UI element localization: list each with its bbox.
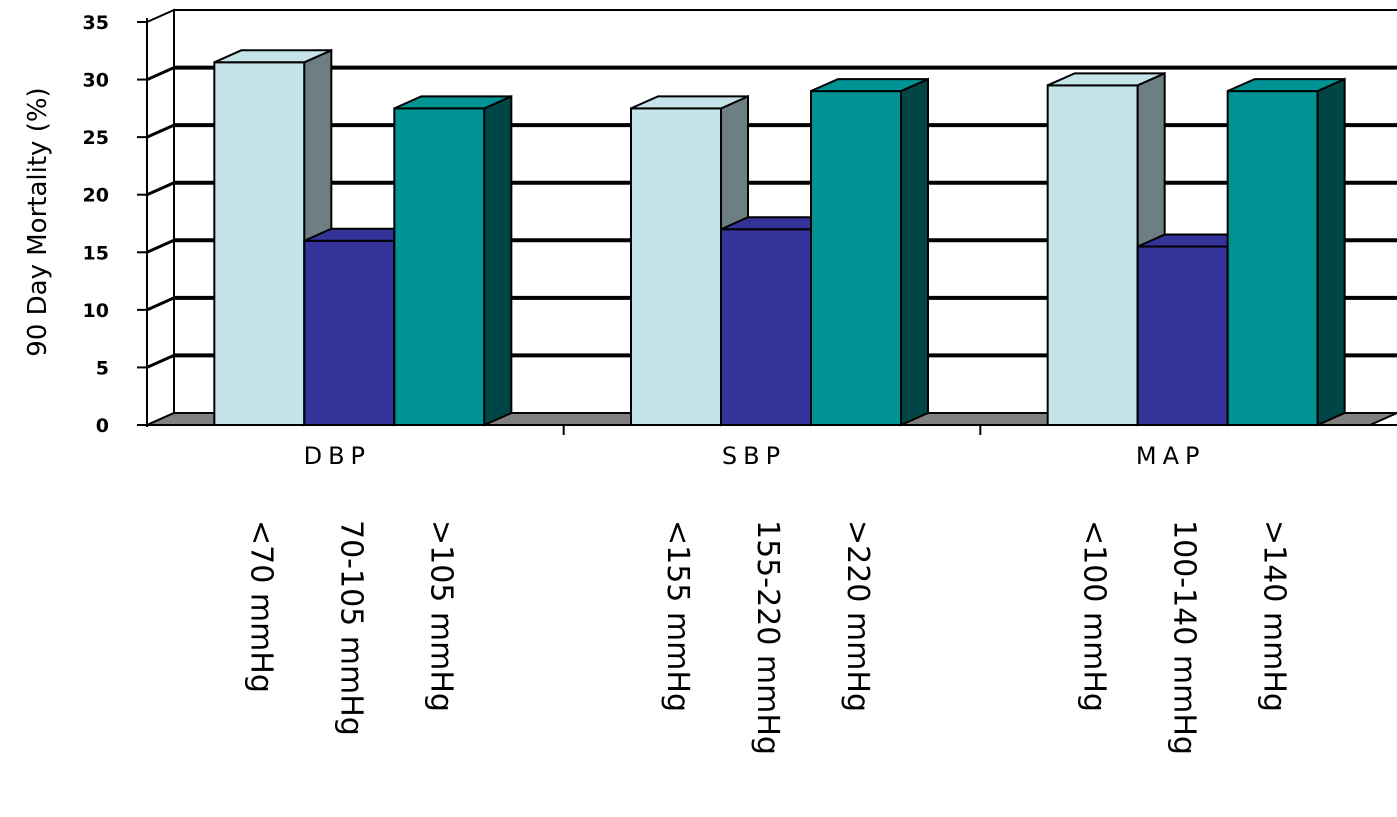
gridline-side	[146, 238, 175, 254]
category-label: MAP	[1136, 442, 1206, 470]
range-label: >105 mmHg	[423, 520, 458, 712]
bar-top	[1047, 72, 1166, 87]
category-label: SBP	[722, 442, 786, 470]
range-label: <70 mmHg	[243, 520, 278, 693]
bars	[213, 48, 1346, 427]
bar-front	[810, 90, 902, 426]
y-axis-title: 90 Day Mortality (%)	[23, 87, 53, 356]
bar-front	[1046, 84, 1139, 426]
gridline-side	[146, 66, 175, 81]
y-tick-label: 5	[96, 357, 109, 379]
range-label: 70-105 mmHg	[333, 520, 368, 736]
bar-top	[393, 95, 512, 110]
bar-top	[810, 78, 929, 93]
bar-front	[630, 107, 722, 426]
bar-top	[1227, 78, 1346, 93]
y-tick-label: 10	[83, 300, 109, 322]
range-label: 100-140 mmHg	[1167, 520, 1202, 755]
range-label: >140 mmHg	[1257, 520, 1292, 712]
y-tick-label: 25	[83, 127, 109, 149]
y-tick-label: 15	[83, 242, 109, 264]
bar-side	[483, 94, 513, 427]
range-label: 155-220 mmHg	[750, 520, 785, 755]
bar-side	[900, 77, 929, 427]
gridline-side	[146, 354, 175, 369]
bar-side	[1316, 77, 1346, 427]
gridline-side	[146, 123, 175, 139]
range-label: <155 mmHg	[660, 520, 695, 712]
bar-top	[213, 49, 332, 64]
labels: 0 5 10 15 20 25 30 35 <70 mmHg 70-105 mmHg >105 mm…	[23, 12, 1292, 755]
gridline-side	[146, 181, 175, 197]
y-tick-label: 20	[83, 185, 109, 207]
range-label: >220 mmHg	[840, 520, 875, 712]
bar-front	[303, 239, 396, 426]
bar-front	[213, 61, 306, 427]
gridline-side	[146, 296, 175, 312]
category-label: DBP	[304, 442, 371, 470]
y-tick-label: 30	[83, 70, 109, 92]
range-label: <100 mmHg	[1077, 520, 1112, 712]
bar-front	[1226, 90, 1319, 426]
bar-top	[630, 95, 749, 110]
y-tick-label: 35	[83, 12, 109, 34]
y-tick-label: 0	[96, 415, 109, 437]
bar-front	[393, 107, 486, 426]
bar-front	[720, 228, 812, 426]
bar-front	[1136, 245, 1229, 426]
